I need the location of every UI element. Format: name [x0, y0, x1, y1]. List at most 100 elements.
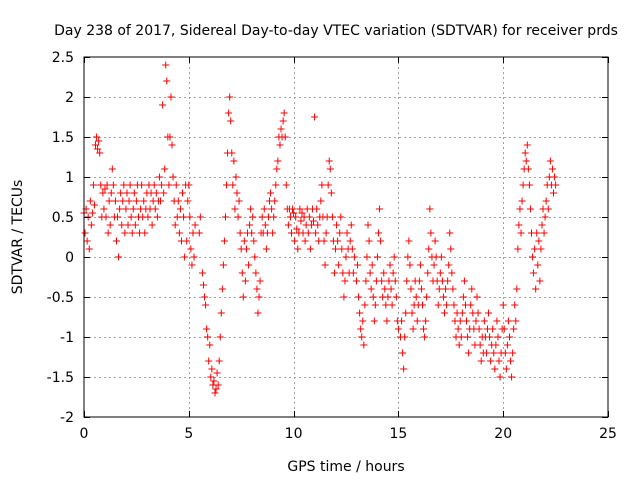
data-point — [252, 269, 260, 277]
data-point — [500, 325, 508, 333]
data-point — [439, 293, 447, 301]
data-point — [92, 141, 100, 149]
data-point — [391, 277, 399, 285]
data-point — [117, 189, 125, 197]
data-point — [441, 309, 449, 317]
data-point — [409, 325, 417, 333]
data-point — [236, 229, 244, 237]
data-point — [191, 221, 199, 229]
data-point — [373, 253, 381, 261]
y-tick-label: 1.5 — [52, 130, 74, 146]
data-point — [262, 245, 270, 253]
data-point — [253, 285, 261, 293]
data-point — [358, 333, 366, 341]
data-point — [367, 285, 375, 293]
data-point — [293, 225, 301, 233]
data-point — [241, 277, 249, 285]
data-point — [480, 317, 488, 325]
data-point — [489, 325, 497, 333]
data-point — [416, 261, 424, 269]
data-point — [376, 205, 384, 213]
data-point — [221, 213, 229, 221]
data-point — [362, 277, 370, 285]
data-point — [103, 181, 111, 189]
data-point — [399, 349, 407, 357]
data-point — [355, 293, 363, 301]
data-point — [258, 213, 266, 221]
data-point — [552, 181, 560, 189]
data-point — [304, 229, 312, 237]
y-tick-label: 0.5 — [52, 210, 74, 226]
data-point — [157, 197, 165, 205]
data-point — [268, 205, 276, 213]
data-point — [514, 245, 522, 253]
data-point — [511, 301, 519, 309]
data-point — [364, 221, 372, 229]
data-point — [425, 245, 433, 253]
data-point — [306, 245, 314, 253]
x-tick-labels: 0 5 10 15 20 25 — [80, 426, 617, 442]
data-point — [368, 261, 376, 269]
data-point — [449, 285, 457, 293]
data-point — [279, 117, 287, 125]
data-point — [246, 221, 254, 229]
data-point — [365, 237, 373, 245]
data-point — [199, 281, 207, 289]
data-point — [389, 269, 397, 277]
data-point — [357, 325, 365, 333]
plot-frame — [83, 56, 609, 418]
data-point — [119, 197, 127, 205]
data-point — [202, 301, 210, 309]
data-point — [271, 197, 279, 205]
data-point — [350, 253, 358, 261]
data-point — [83, 237, 91, 245]
data-point — [162, 61, 170, 69]
data-point — [310, 217, 318, 225]
data-point — [291, 237, 299, 245]
data-point — [105, 197, 113, 205]
data-point — [447, 245, 455, 253]
data-point — [171, 221, 179, 229]
data-point — [240, 237, 248, 245]
data-point — [371, 301, 379, 309]
data-point — [233, 189, 241, 197]
data-point — [339, 269, 347, 277]
data-point — [131, 221, 139, 229]
data-point — [215, 357, 223, 365]
data-point — [508, 373, 516, 381]
data-point — [155, 173, 163, 181]
data-point — [89, 181, 97, 189]
data-point — [551, 173, 559, 181]
data-point — [434, 301, 442, 309]
data-point — [381, 285, 389, 293]
data-point — [526, 205, 534, 213]
data-point — [450, 301, 458, 309]
data-point — [223, 181, 231, 189]
data-point — [446, 229, 454, 237]
data-point — [385, 277, 393, 285]
data-point — [493, 317, 501, 325]
data-point — [104, 229, 112, 237]
data-point — [501, 349, 509, 357]
data-point — [172, 181, 180, 189]
data-point — [487, 357, 495, 365]
data-point — [189, 229, 197, 237]
data-point — [163, 77, 171, 85]
data-point — [378, 277, 386, 285]
data-point — [217, 309, 225, 317]
data-point — [426, 205, 434, 213]
data-point — [495, 357, 503, 365]
data-point — [465, 349, 473, 357]
grid — [84, 57, 608, 417]
data-point — [276, 141, 284, 149]
data-point — [513, 285, 521, 293]
y-tick-label: -0.5 — [47, 290, 74, 306]
data-point — [387, 285, 395, 293]
data-point — [349, 269, 357, 277]
data-point — [457, 333, 465, 341]
data-point — [360, 341, 368, 349]
data-point — [510, 325, 518, 333]
data-point — [482, 349, 490, 357]
y-tick-label: -2 — [60, 410, 74, 426]
data-point — [201, 293, 209, 301]
